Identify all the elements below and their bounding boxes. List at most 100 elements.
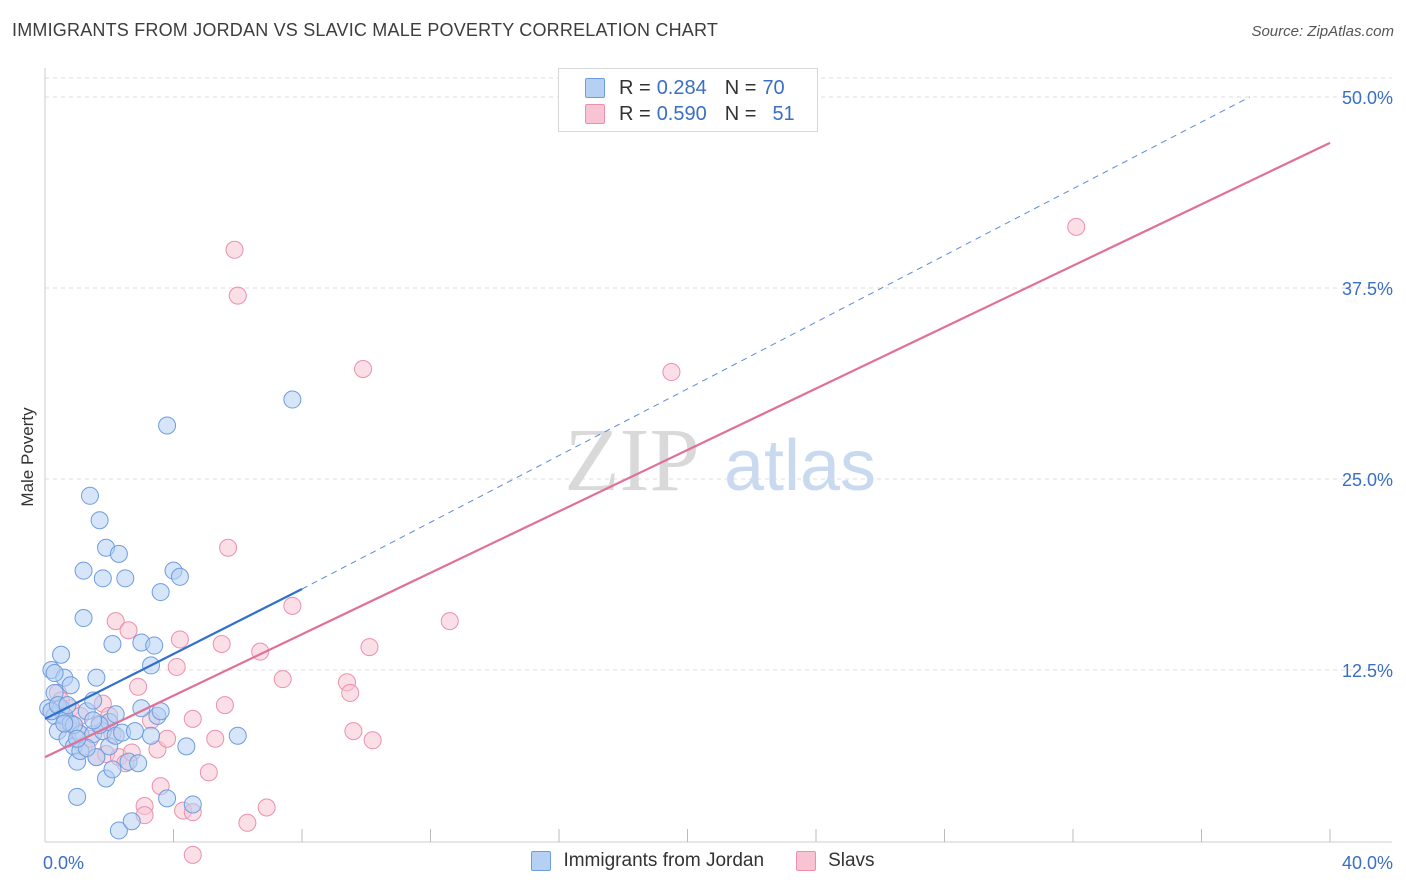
legend-r-label: R = [619,76,651,99]
data-point-slavs [215,696,234,715]
chart-title: IMMIGRANTS FROM JORDAN VS SLAVIC MALE PO… [12,20,719,40]
legend-r-value: 0.284 [656,76,707,99]
data-point-jordan [90,511,109,530]
data-point-jordan [103,760,122,779]
axes [44,68,1392,843]
data-point-jordan [80,486,99,505]
legend-item-jordan[interactable]: Immigrants from Jordan [531,850,764,872]
data-point-slavs [167,657,186,676]
data-point-slavs [106,612,125,631]
data-point-slavs [283,596,302,615]
data-point-slavs [158,729,177,748]
legend-row-slavs: R = 0.590 N = 51 [585,102,795,126]
data-point-jordan [122,812,141,831]
data-point-jordan [87,668,106,687]
data-point-jordan [283,390,302,409]
data-point-slavs [199,763,218,782]
x-tick-label: 40.0% [1342,853,1393,873]
data-point-jordan [61,676,80,695]
y-tick-labels: 12.5% 25.0% 37.5% 50.0% [1342,88,1393,681]
legend-swatch-jordan [585,78,605,98]
legend-n-value: 51 [772,102,795,125]
data-point-slavs [183,845,202,864]
data-point-jordan [103,635,122,654]
legend-row-jordan: R = 0.284 N = 70 [585,76,785,100]
legend-label-slavs: Slavs [828,850,875,871]
data-point-jordan [145,636,164,655]
watermark: ZIP atlas [565,411,877,510]
x-tick-label: 0.0% [43,853,84,873]
data-point-jordan [68,787,87,806]
gridlines [45,77,1392,671]
legend-n-label: N = [724,102,757,125]
data-point-jordan [93,569,112,588]
legend-item-slavs[interactable]: Slavs [796,850,875,872]
data-point-slavs [360,638,379,657]
data-point-slavs [206,729,225,748]
data-point-jordan [52,645,71,664]
data-point-slavs [341,683,360,702]
data-point-slavs [662,363,681,382]
data-point-jordan [125,722,144,741]
data-point-slavs [183,709,202,728]
watermark-zip: ZIP [565,411,700,510]
y-tick-label: 50.0% [1342,88,1393,108]
data-point-slavs [273,670,292,689]
data-point-slavs [440,612,459,631]
data-point-jordan [129,754,148,773]
data-point-jordan [170,567,189,586]
stats-legend: R = 0.284 N = 70 R = 0.590 N = 51 [558,68,818,132]
series-slavs-points [42,217,1086,864]
data-point-slavs [354,359,373,378]
data-point-slavs [1067,217,1086,236]
data-point-jordan [158,789,177,808]
y-tick-label: 12.5% [1342,661,1393,681]
data-point-jordan [183,795,202,814]
data-point-jordan [74,609,93,628]
legend-n-value: 70 [762,76,785,99]
data-point-jordan [84,711,103,730]
data-point-slavs [363,731,382,750]
trend-lines [44,96,1331,759]
data-point-jordan [228,726,247,745]
series-jordan-points [39,390,302,840]
x-tick-labels: 0.0% 40.0% [43,853,1393,873]
trendline-slavs [44,141,1331,759]
legend-n-label: N = [724,76,757,99]
legend-r-value: 0.590 [656,102,707,125]
legend-r-label: R = [619,102,651,125]
watermark-atlas: atlas [724,426,876,506]
legend-label-jordan: Immigrants from Jordan [563,850,765,871]
data-point-jordan [142,726,161,745]
data-point-jordan [74,561,93,580]
data-point-slavs [228,286,247,305]
data-point-slavs [225,240,244,259]
data-point-jordan [55,714,74,733]
data-point-jordan [177,737,196,756]
y-tick-label: 25.0% [1342,470,1393,490]
y-tick-label: 37.5% [1342,279,1393,299]
data-point-jordan [158,416,177,435]
data-point-jordan [109,821,128,840]
source-label: Source: ZipAtlas.com [1251,23,1394,40]
legend-swatch-slavs [585,104,605,124]
trendline-jordan [44,588,303,720]
data-point-slavs [119,621,138,640]
data-point-slavs [344,722,363,741]
data-point-jordan [151,583,170,602]
y-axis-label: Male Poverty [18,407,37,507]
data-point-slavs [170,630,189,649]
legend-swatch-jordan [531,851,552,871]
series-legend: Immigrants from Jordan Slavs [0,850,1406,872]
data-point-slavs [219,538,238,557]
trendline-jordan-extension [301,96,1250,590]
data-point-slavs [257,798,276,817]
data-point-slavs [238,813,257,832]
data-point-slavs [129,677,148,696]
data-point-jordan [109,544,128,563]
data-point-jordan [116,569,135,588]
legend-swatch-slavs [796,851,817,871]
data-point-slavs [212,635,231,654]
data-point-jordan [45,664,64,683]
